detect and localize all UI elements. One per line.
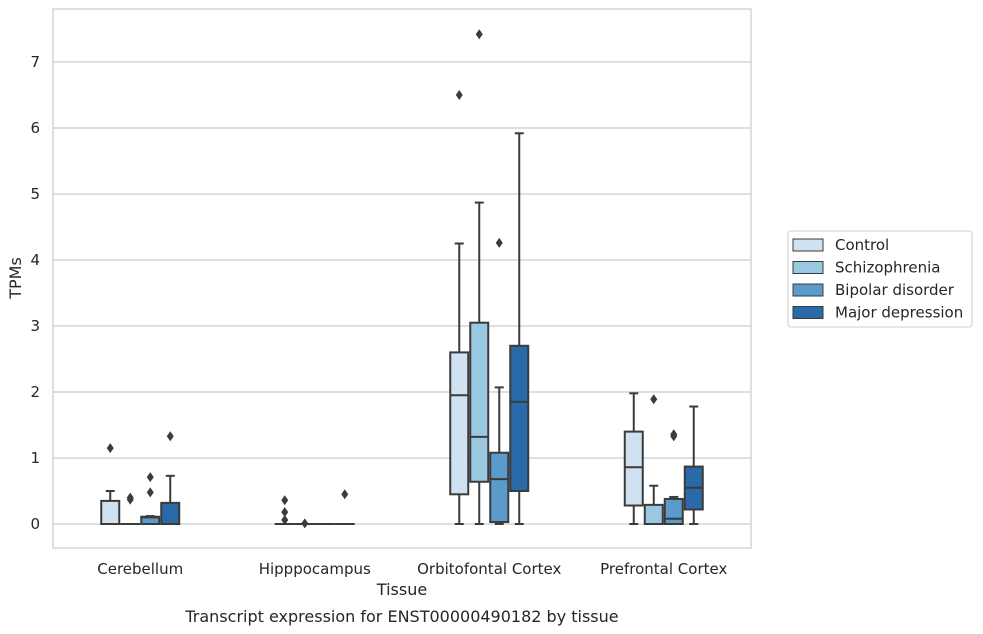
box-major-depression-prefrontal-cortex <box>683 405 704 525</box>
legend-label-bipolar-disorder: Bipolar disorder <box>835 281 955 299</box>
outlier-point <box>341 489 349 500</box>
gridlines <box>53 61 751 525</box>
y-axis-label: TPMs <box>6 257 25 300</box>
box-body <box>489 451 510 524</box>
legend-label-major-depression: Major depression <box>835 304 963 322</box>
x-tick-label: Cerebellum <box>97 560 183 578</box>
legend-items: Control Schizophrenia Bipolar disorder Majo… <box>792 236 963 322</box>
box-schizophrenia-orbitofontal-cortex <box>469 29 490 525</box>
y-tick-label: 0 <box>30 515 40 533</box>
outlier-point <box>495 237 503 248</box>
x-tick-labels: Cerebellum Hipppocampus Orbitofontal Corte… <box>97 560 727 578</box>
legend-frame <box>787 230 973 328</box>
box-schizophrenia-hipppocampus <box>294 518 315 529</box>
box-body <box>623 430 644 507</box>
box-major-depression-cerebellum <box>160 431 181 526</box>
box-bipolar-disorder-cerebellum <box>140 472 161 525</box>
legend-swatch-major-depression <box>792 306 824 319</box>
y-tick-label: 5 <box>30 185 40 203</box>
legend-label-control: Control <box>835 236 889 254</box>
y-tick-label: 3 <box>30 317 40 335</box>
box-control-orbitofontal-cortex <box>449 90 470 525</box>
legend: Control Schizophrenia Bipolar disorder Majo… <box>787 230 973 328</box>
outlier-point <box>146 472 154 483</box>
outlier-point <box>146 487 154 498</box>
box-body <box>643 503 664 525</box>
box-schizophrenia-prefrontal-cortex <box>643 394 664 525</box>
y-tick-label: 6 <box>30 119 40 137</box>
box-control-prefrontal-cortex <box>623 392 644 525</box>
chart-caption: Transcript expression for ENST0000049018… <box>184 607 618 626</box>
outlier-point <box>281 507 289 518</box>
box-control-cerebellum <box>100 443 121 525</box>
box-bipolar-disorder-orbitofontal-cortex <box>489 237 510 525</box>
legend-swatch-schizophrenia <box>792 261 824 274</box>
y-tick-label: 1 <box>30 449 40 467</box>
x-tick-label: Hipppocampus <box>259 560 371 578</box>
box-schizophrenia-cerebellum <box>120 492 141 526</box>
plot-area <box>52 8 752 549</box>
outlier-point <box>281 495 289 506</box>
box-body <box>160 501 181 526</box>
outlier-point <box>455 90 463 100</box>
box-bipolar-disorder-prefrontal-cortex <box>663 429 684 526</box>
outlier-point <box>126 494 134 505</box>
outlier-point <box>281 515 289 526</box>
box-body <box>663 497 684 526</box>
box-body <box>469 321 490 483</box>
y-tick-labels: 0 1 2 3 4 5 6 7 <box>30 53 40 533</box>
y-tick-label: 7 <box>30 53 40 71</box>
outlier-point <box>475 29 483 40</box>
box-major-depression-orbitofontal-cortex <box>509 132 530 525</box>
outlier-point <box>166 431 174 442</box>
y-tick-label: 4 <box>30 251 40 269</box>
legend-label-schizophrenia: Schizophrenia <box>835 259 940 277</box>
outlier-point <box>106 443 114 454</box>
legend-swatch-bipolar-disorder <box>792 283 824 297</box>
box-major-depression-hipppocampus <box>334 489 355 526</box>
x-axis-label: Tissue <box>376 580 427 599</box>
boxes <box>100 29 704 529</box>
x-tick-label: Orbitofontal Cortex <box>417 560 561 578</box>
box-body <box>449 351 470 496</box>
box-control-hipppocampus <box>274 495 295 526</box>
outlier-point <box>650 394 658 405</box>
outlier-point <box>670 431 678 442</box>
outlier-point <box>301 518 309 529</box>
y-tick-label: 2 <box>30 383 40 401</box>
box-body <box>509 344 530 492</box>
box-body <box>100 499 121 525</box>
x-tick-label: Prefrontal Cortex <box>600 560 727 578</box>
legend-swatch-control <box>792 238 824 252</box>
